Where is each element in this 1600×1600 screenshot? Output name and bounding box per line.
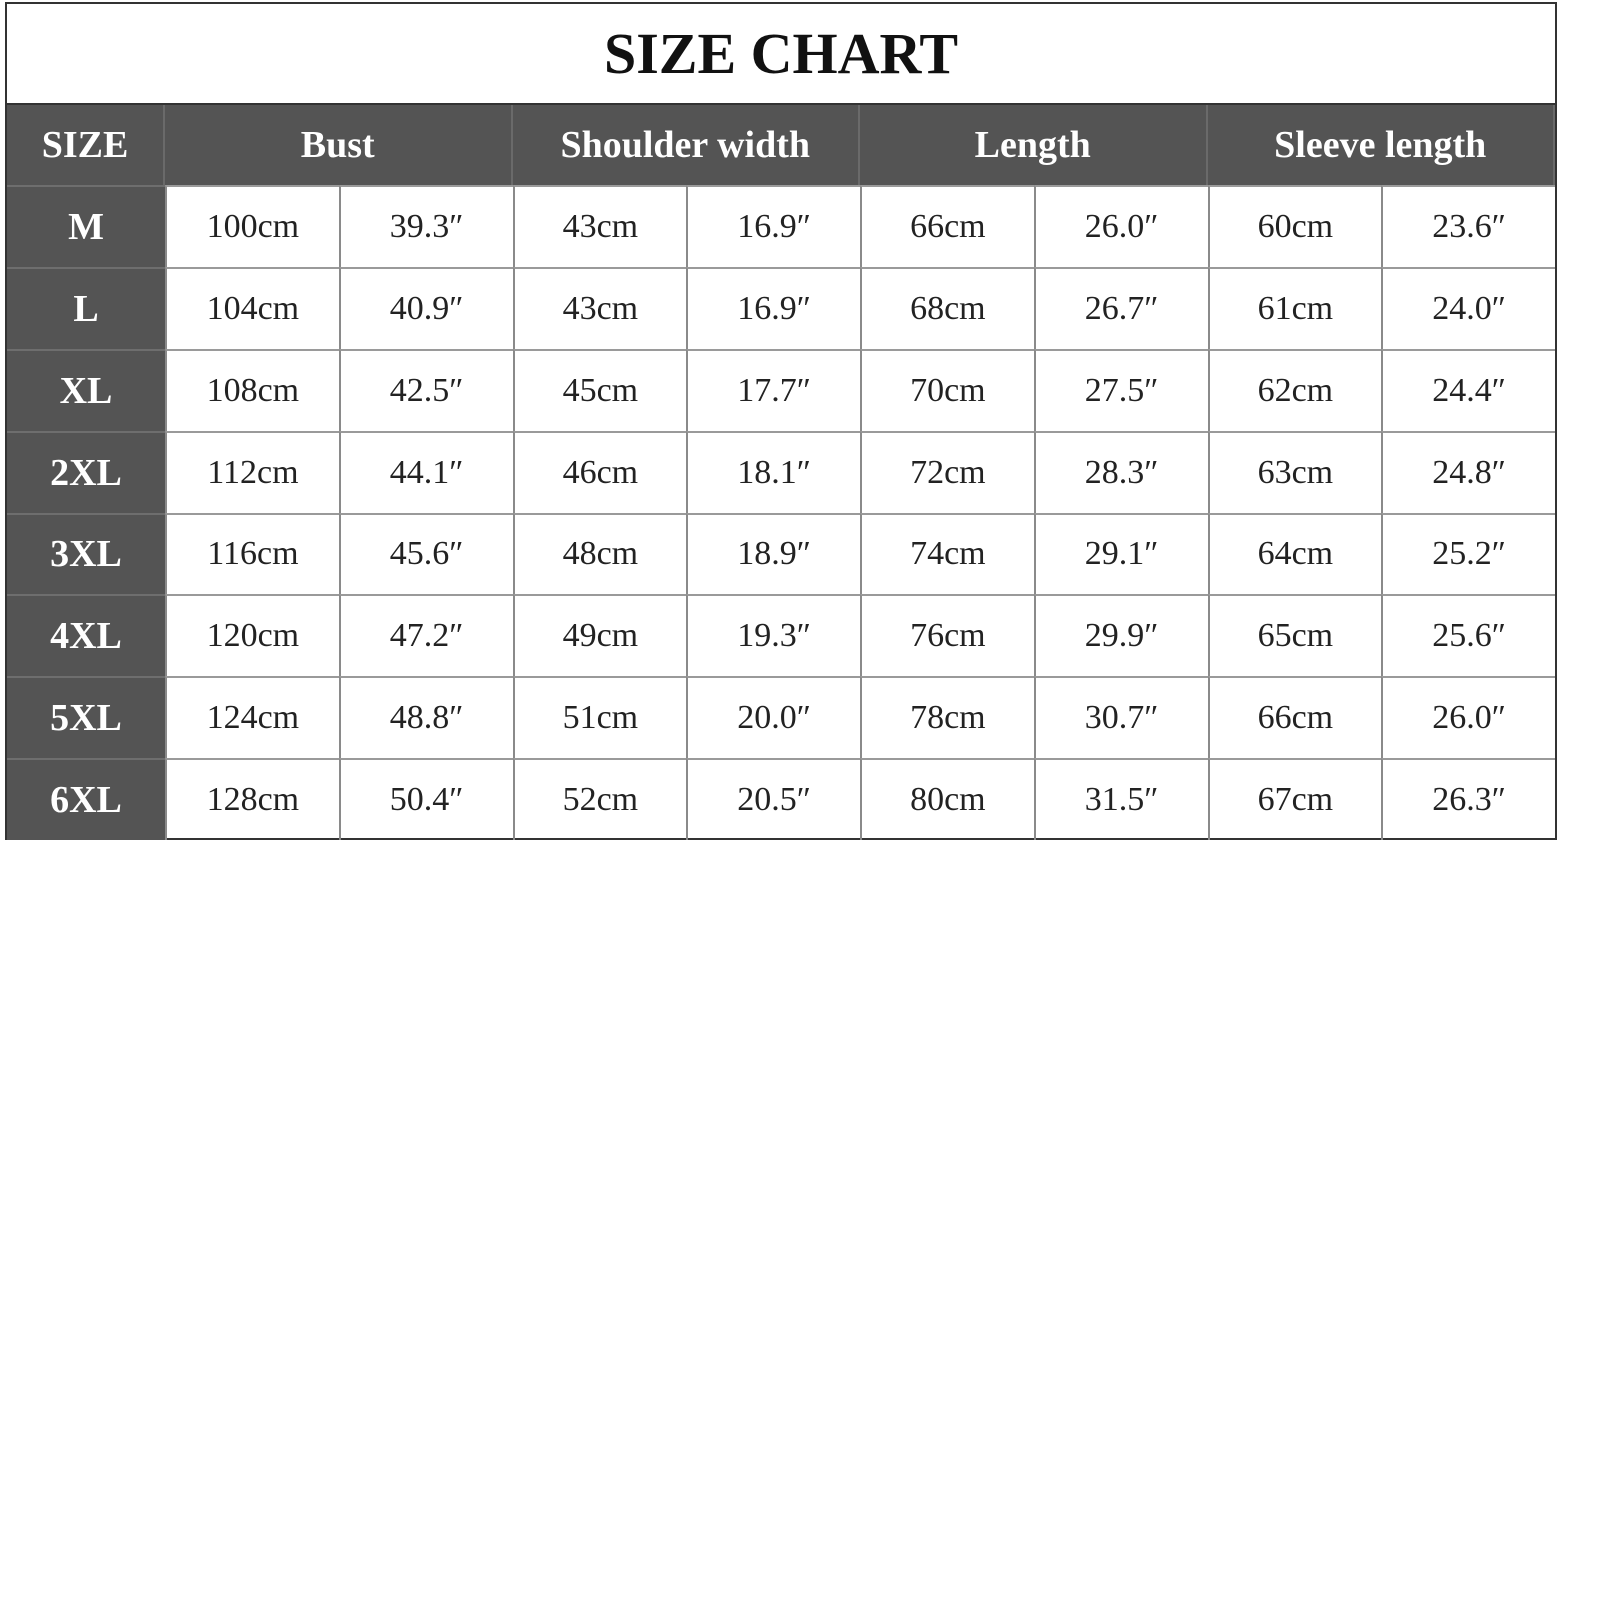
table-cell: 124cm: [165, 676, 339, 759]
table-cell: 49cm: [512, 594, 687, 677]
table-cell: 39.3″: [338, 185, 513, 267]
table-cell: 78cm: [860, 676, 1034, 759]
table-cell: 62cm: [1207, 348, 1382, 431]
table-cell: 112cm: [165, 430, 339, 513]
table-cell: 43cm: [512, 185, 687, 267]
table-cell: 20.0″: [686, 676, 860, 759]
size-table: SIZE Bust Shoulder width Length Sleeve lengt…: [7, 105, 1555, 840]
table-cell: 70cm: [860, 348, 1034, 431]
table-cell: 45cm: [512, 348, 687, 431]
column-header-bust: Bust: [165, 105, 513, 185]
table-cell: 67cm: [1207, 758, 1382, 840]
column-header-size: SIZE: [7, 105, 165, 185]
table-cell: 66cm: [860, 185, 1034, 267]
column-header-sleeve-length: Sleeve length: [1207, 105, 1555, 185]
column-header-length: Length: [860, 105, 1208, 185]
table-cell: 26.7″: [1033, 266, 1208, 349]
row-size-label: M: [7, 185, 165, 267]
table-cell: 28.3″: [1033, 430, 1208, 513]
table-cell: 51cm: [512, 676, 687, 759]
table-cell: 30.7″: [1033, 676, 1208, 759]
row-size-label: 6XL: [7, 758, 165, 840]
table-cell: 29.9″: [1033, 594, 1208, 677]
table-cell: 31.5″: [1033, 758, 1208, 840]
table-cell: 26.0″: [1381, 676, 1555, 759]
table-cell: 116cm: [165, 512, 339, 595]
table-cell: 26.0″: [1033, 185, 1208, 267]
row-size-label: 2XL: [7, 430, 165, 513]
row-size-label: 4XL: [7, 594, 165, 677]
table-cell: 29.1″: [1033, 512, 1208, 595]
table-cell: 108cm: [165, 348, 339, 431]
table-cell: 52cm: [512, 758, 687, 840]
table-cell: 20.5″: [686, 758, 860, 840]
table-cell: 18.1″: [686, 430, 860, 513]
table-cell: 80cm: [860, 758, 1034, 840]
table-cell: 76cm: [860, 594, 1034, 677]
table-cell: 45.6″: [338, 512, 513, 595]
chart-title: SIZE CHART: [7, 4, 1555, 105]
row-size-label: 3XL: [7, 512, 165, 595]
table-cell: 48cm: [512, 512, 687, 595]
table-cell: 60cm: [1207, 185, 1382, 267]
table-cell: 100cm: [165, 185, 339, 267]
table-cell: 25.6″: [1381, 594, 1555, 677]
table-cell: 48.8″: [338, 676, 513, 759]
table-cell: 50.4″: [338, 758, 513, 840]
table-cell: 26.3″: [1381, 758, 1555, 840]
table-cell: 25.2″: [1381, 512, 1555, 595]
table-cell: 16.9″: [686, 266, 860, 349]
table-cell: 47.2″: [338, 594, 513, 677]
table-cell: 44.1″: [338, 430, 513, 513]
table-cell: 74cm: [860, 512, 1034, 595]
table-cell: 104cm: [165, 266, 339, 349]
table-cell: 18.9″: [686, 512, 860, 595]
table-cell: 68cm: [860, 266, 1034, 349]
size-chart: SIZE CHART SIZE Bust Shoulder width Length S…: [5, 2, 1557, 840]
table-cell: 42.5″: [338, 348, 513, 431]
table-cell: 16.9″: [686, 185, 860, 267]
table-cell: 17.7″: [686, 348, 860, 431]
table-cell: 24.0″: [1381, 266, 1555, 349]
table-cell: 27.5″: [1033, 348, 1208, 431]
table-cell: 120cm: [165, 594, 339, 677]
table-cell: 19.3″: [686, 594, 860, 677]
table-cell: 66cm: [1207, 676, 1382, 759]
table-cell: 24.4″: [1381, 348, 1555, 431]
table-cell: 128cm: [165, 758, 339, 840]
table-cell: 65cm: [1207, 594, 1382, 677]
table-cell: 63cm: [1207, 430, 1382, 513]
table-cell: 43cm: [512, 266, 687, 349]
table-cell: 23.6″: [1381, 185, 1555, 267]
column-header-shoulder-width: Shoulder width: [512, 105, 860, 185]
row-size-label: XL: [7, 348, 165, 431]
row-size-label: 5XL: [7, 676, 165, 759]
table-cell: 40.9″: [338, 266, 513, 349]
table-cell: 72cm: [860, 430, 1034, 513]
table-cell: 46cm: [512, 430, 687, 513]
table-cell: 61cm: [1207, 266, 1382, 349]
table-cell: 64cm: [1207, 512, 1382, 595]
table-cell: 24.8″: [1381, 430, 1555, 513]
row-size-label: L: [7, 266, 165, 349]
